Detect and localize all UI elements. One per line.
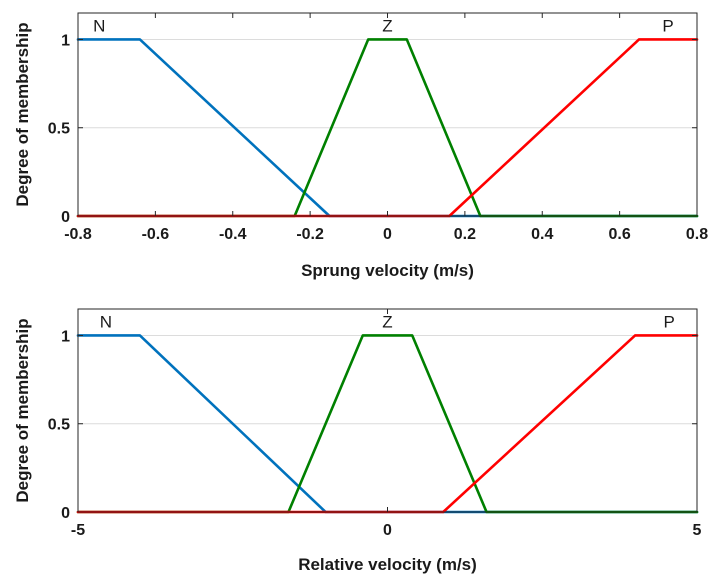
mf-annotation-p: P (662, 16, 673, 35)
x-axis-label: Relative velocity (m/s) (298, 555, 477, 574)
x-tick-label: 0 (383, 226, 392, 243)
x-tick-label: 0.8 (686, 226, 708, 243)
x-tick-label: 0.2 (454, 226, 476, 243)
x-tick-label: -0.8 (64, 226, 92, 243)
x-tick-label: -0.6 (142, 226, 170, 243)
x-tick-label: 0.6 (609, 226, 631, 243)
y-tick-label: 0.5 (48, 417, 70, 434)
mf-annotation-n: N (100, 312, 112, 331)
y-axis-label: Degree of membership (13, 22, 32, 206)
x-tick-label: -5 (71, 522, 85, 539)
y-tick-label: 1 (61, 328, 70, 345)
mf-annotation-n: N (93, 16, 105, 35)
y-tick-label: 1 (61, 32, 70, 49)
x-tick-label: -0.2 (296, 226, 324, 243)
mf-annotation-z: Z (382, 312, 392, 331)
y-tick-label: 0.5 (48, 121, 70, 138)
y-tick-label: 0 (61, 505, 70, 522)
x-tick-label: 0 (383, 522, 392, 539)
x-tick-label: -0.4 (219, 226, 247, 243)
mf-annotation-z: Z (382, 16, 392, 35)
chart-panel-1: -0.8 -0.6 -0.4 -0.2 0 0.2 0.4 0.6 0.8 0 0.5 1 Sprung… (13, 12, 708, 280)
y-tick-label: 0 (61, 209, 70, 226)
mf-annotation-p: P (663, 312, 674, 331)
x-tick-label: 0.4 (531, 226, 553, 243)
x-axis-label: Sprung velocity (m/s) (301, 261, 474, 280)
x-tick-label: 5 (693, 522, 702, 539)
y-axis-label: Degree of membership (13, 318, 32, 502)
